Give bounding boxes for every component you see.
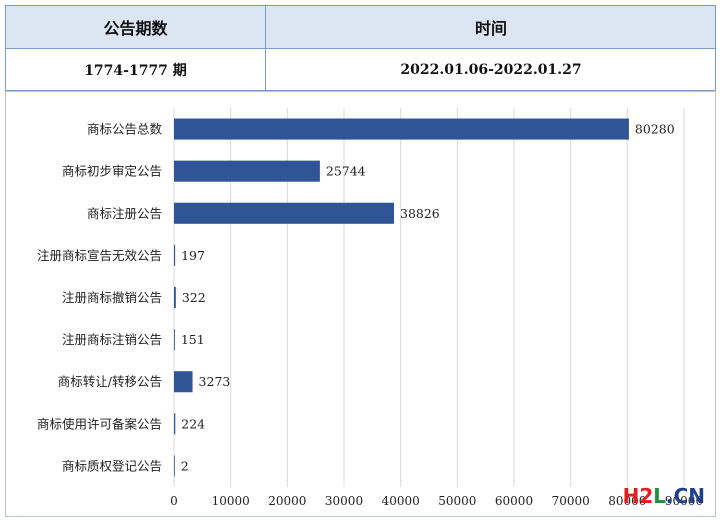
table-column-divider — [265, 6, 266, 90]
x-tick-label-8: 80000 — [608, 494, 646, 508]
bar-chart: 0 10000 20000 30000 40000 50000 60000 70000 8000… — [5, 91, 716, 517]
watermark-part-l: L — [653, 484, 666, 508]
category-label-1: 商标初步审定公告 — [62, 164, 162, 179]
bar-6 — [174, 371, 193, 393]
x-tick-label-7: 70000 — [552, 494, 590, 508]
value-label-5: 151 — [181, 332, 205, 347]
bar-4 — [174, 286, 176, 309]
table-header-row — [6, 6, 715, 49]
category-label-3: 注册商标宣告无效公告 — [37, 248, 162, 263]
header-issue-period: 公告期数 — [103, 19, 168, 38]
x-tick-label-9: 90000 — [665, 494, 703, 508]
bar-7 — [174, 413, 176, 435]
bar-5 — [174, 329, 175, 351]
category-label-5: 注册商标注销公告 — [62, 332, 162, 347]
value-label-4: 322 — [182, 290, 206, 305]
x-tick-label-5: 50000 — [438, 494, 476, 508]
watermark-part-h2: H2 — [622, 484, 654, 508]
bar-8 — [174, 455, 175, 477]
value-label-2: 38826 — [400, 206, 440, 221]
x-tick-label-3: 30000 — [325, 494, 363, 508]
value-issue-period: 1774-1777 期 — [84, 63, 187, 79]
value-label-7: 224 — [181, 416, 205, 431]
bar-3 — [174, 244, 176, 266]
watermark-part-cn: .CN — [665, 484, 705, 508]
value-label-6: 3273 — [199, 374, 231, 389]
x-tick-label-0: 0 — [170, 494, 178, 508]
x-tick-label-2: 20000 — [268, 494, 306, 508]
value-time: 2022.01.06-2022.01.27 — [400, 62, 582, 78]
chart-svg: 0 10000 20000 30000 40000 50000 60000 70000 8000… — [37, 108, 703, 508]
site-watermark: H2L.CN — [623, 484, 705, 508]
bar-1 — [174, 160, 320, 182]
category-label-4: 注册商标撤销公告 — [62, 290, 162, 305]
bar-0 — [174, 118, 629, 140]
info-table: 公告期数 时间 1774-1777 期 2022.01.06-2022.01.2… — [5, 5, 716, 91]
category-label-8: 商标质权登记公告 — [62, 458, 162, 473]
value-label-0: 80280 — [635, 122, 675, 137]
x-tick-label-1: 10000 — [212, 494, 250, 508]
bar-2 — [174, 202, 395, 224]
header-time: 时间 — [474, 19, 507, 38]
category-label-6: 商标转让/转移公告 — [58, 374, 162, 389]
value-label-1: 25744 — [326, 164, 366, 179]
value-label-3: 197 — [181, 248, 205, 263]
category-label-0: 商标公告总数 — [87, 122, 163, 137]
category-label-7: 商标使用许可备案公告 — [37, 416, 162, 431]
value-label-8: 2 — [181, 458, 189, 473]
x-tick-label-4: 40000 — [382, 494, 420, 508]
category-label-2: 商标注册公告 — [87, 206, 162, 221]
x-tick-label-6: 60000 — [495, 494, 533, 508]
